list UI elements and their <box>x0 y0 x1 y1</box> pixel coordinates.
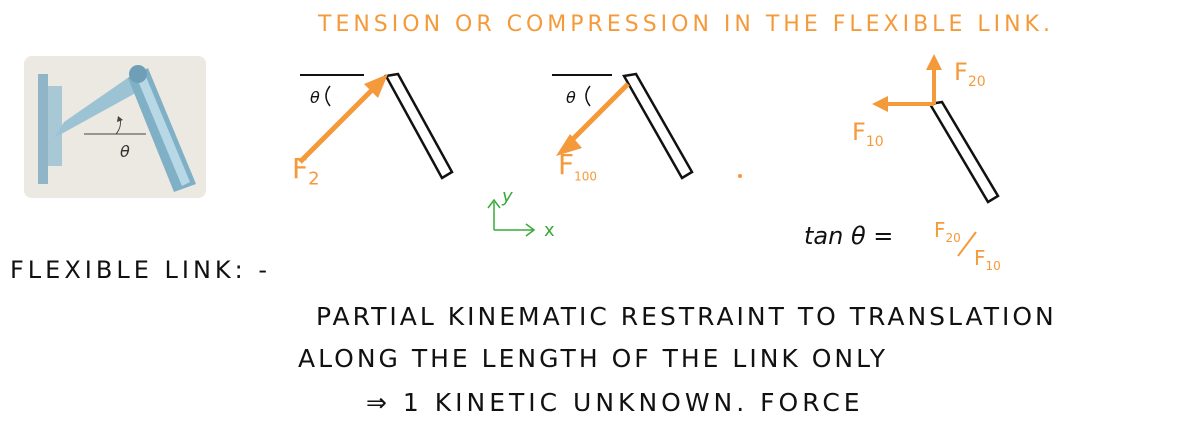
axis-x-label: x <box>544 220 555 241</box>
diagram-2 <box>552 72 694 180</box>
description-line-2: ALONG THE LENGTH OF THE LINK ONLY <box>298 344 888 373</box>
diagram-3-fy-label: F20 <box>954 58 986 90</box>
link-photo: θ <box>24 56 206 198</box>
diagram-3 <box>872 54 1000 204</box>
diagram-2-angle-label: θ <box>566 88 576 107</box>
description-line-1: PARTIAL KINEMATIC RESTRAINT TO TRANSLATI… <box>316 302 1057 331</box>
diagram-3-fx-label: F10 <box>852 118 884 150</box>
photo-theta-label: θ <box>120 142 130 161</box>
diagram-2-force-label: F100 <box>558 148 598 184</box>
page-title: TENSION OR COMPRESSION IN THE FLEXIBLE L… <box>318 12 1054 37</box>
coordinate-axes <box>487 198 536 237</box>
equation-denominator: F10 <box>974 246 1001 273</box>
diagram-1 <box>298 72 454 180</box>
axis-y-label: y <box>502 186 513 207</box>
equation-numerator: F20 <box>934 218 961 245</box>
diagram-1-angle-label: θ <box>310 88 320 107</box>
diagram-1-force-label: F2 <box>292 152 320 190</box>
equation-lhs: tan θ = <box>804 222 894 250</box>
flexible-link-label: FLEXIBLE LINK: - <box>10 256 272 284</box>
description-line-3: ⇒ 1 KINETIC UNKNOWN. FORCE <box>366 388 864 417</box>
